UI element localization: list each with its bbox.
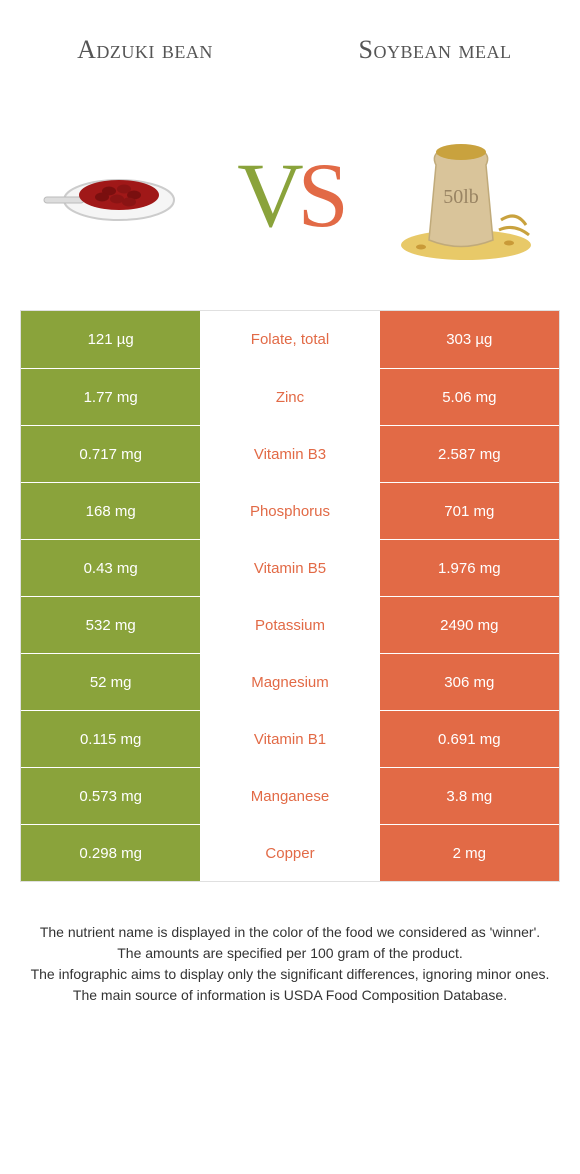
soybean-meal-icon: 50lb <box>381 125 541 265</box>
nutrient-name: Copper <box>200 825 379 881</box>
sack-label: 50lb <box>443 186 479 208</box>
header-left-title: Adzuki bean <box>0 36 290 65</box>
right-value: 303 µg <box>380 311 559 368</box>
nutrient-name: Phosphorus <box>200 483 379 539</box>
right-value: 2 mg <box>380 825 559 881</box>
table-row: 0.717 mgVitamin B32.587 mg <box>21 425 559 482</box>
right-value: 2490 mg <box>380 597 559 653</box>
table-row: 52 mgMagnesium306 mg <box>21 653 559 710</box>
left-value: 0.115 mg <box>21 711 200 767</box>
right-value: 0.691 mg <box>380 711 559 767</box>
nutrient-name: Vitamin B1 <box>200 711 379 767</box>
right-value: 2.587 mg <box>380 426 559 482</box>
right-value: 701 mg <box>380 483 559 539</box>
left-value: 0.43 mg <box>21 540 200 596</box>
left-value: 0.298 mg <box>21 825 200 881</box>
right-value: 3.8 mg <box>380 768 559 824</box>
nutrient-name: Magnesium <box>200 654 379 710</box>
table-row: 0.298 mgCopper2 mg <box>21 824 559 881</box>
left-value: 532 mg <box>21 597 200 653</box>
table-row: 0.43 mgVitamin B51.976 mg <box>21 539 559 596</box>
vs-label: VS <box>237 142 343 248</box>
table-row: 168 mgPhosphorus701 mg <box>21 482 559 539</box>
vs-v: V <box>237 144 297 246</box>
right-value: 1.976 mg <box>380 540 559 596</box>
footer-line-3: The infographic aims to display only the… <box>20 964 560 985</box>
footer-line-4: The main source of information is USDA F… <box>20 985 560 1006</box>
nutrient-name: Vitamin B3 <box>200 426 379 482</box>
adzuki-bean-icon <box>39 125 199 265</box>
footer-notes: The nutrient name is displayed in the co… <box>20 922 560 1006</box>
left-value: 0.573 mg <box>21 768 200 824</box>
table-row: 532 mgPotassium2490 mg <box>21 596 559 653</box>
header-right-title: Soybean meal <box>290 36 580 65</box>
left-value: 1.77 mg <box>21 369 200 425</box>
table-row: 121 µgFolate, total303 µg <box>21 311 559 368</box>
left-value: 121 µg <box>21 311 200 368</box>
table-row: 0.573 mgManganese3.8 mg <box>21 767 559 824</box>
header-row: Adzuki bean Soybean meal <box>0 0 580 100</box>
table-row: 0.115 mgVitamin B10.691 mg <box>21 710 559 767</box>
nutrient-name: Zinc <box>200 369 379 425</box>
right-value: 306 mg <box>380 654 559 710</box>
comparison-table: 121 µgFolate, total303 µg1.77 mgZinc5.06… <box>20 310 560 882</box>
nutrient-name: Vitamin B5 <box>200 540 379 596</box>
footer-line-2: The amounts are specified per 100 gram o… <box>20 943 560 964</box>
left-value: 52 mg <box>21 654 200 710</box>
vs-s: S <box>298 144 343 246</box>
nutrient-name: Manganese <box>200 768 379 824</box>
table-row: 1.77 mgZinc5.06 mg <box>21 368 559 425</box>
footer-line-1: The nutrient name is displayed in the co… <box>20 922 560 943</box>
nutrient-name: Potassium <box>200 597 379 653</box>
left-value: 0.717 mg <box>21 426 200 482</box>
right-value: 5.06 mg <box>380 369 559 425</box>
nutrient-name: Folate, total <box>200 311 379 368</box>
left-value: 168 mg <box>21 483 200 539</box>
hero-row: VS 50lb <box>0 100 580 300</box>
